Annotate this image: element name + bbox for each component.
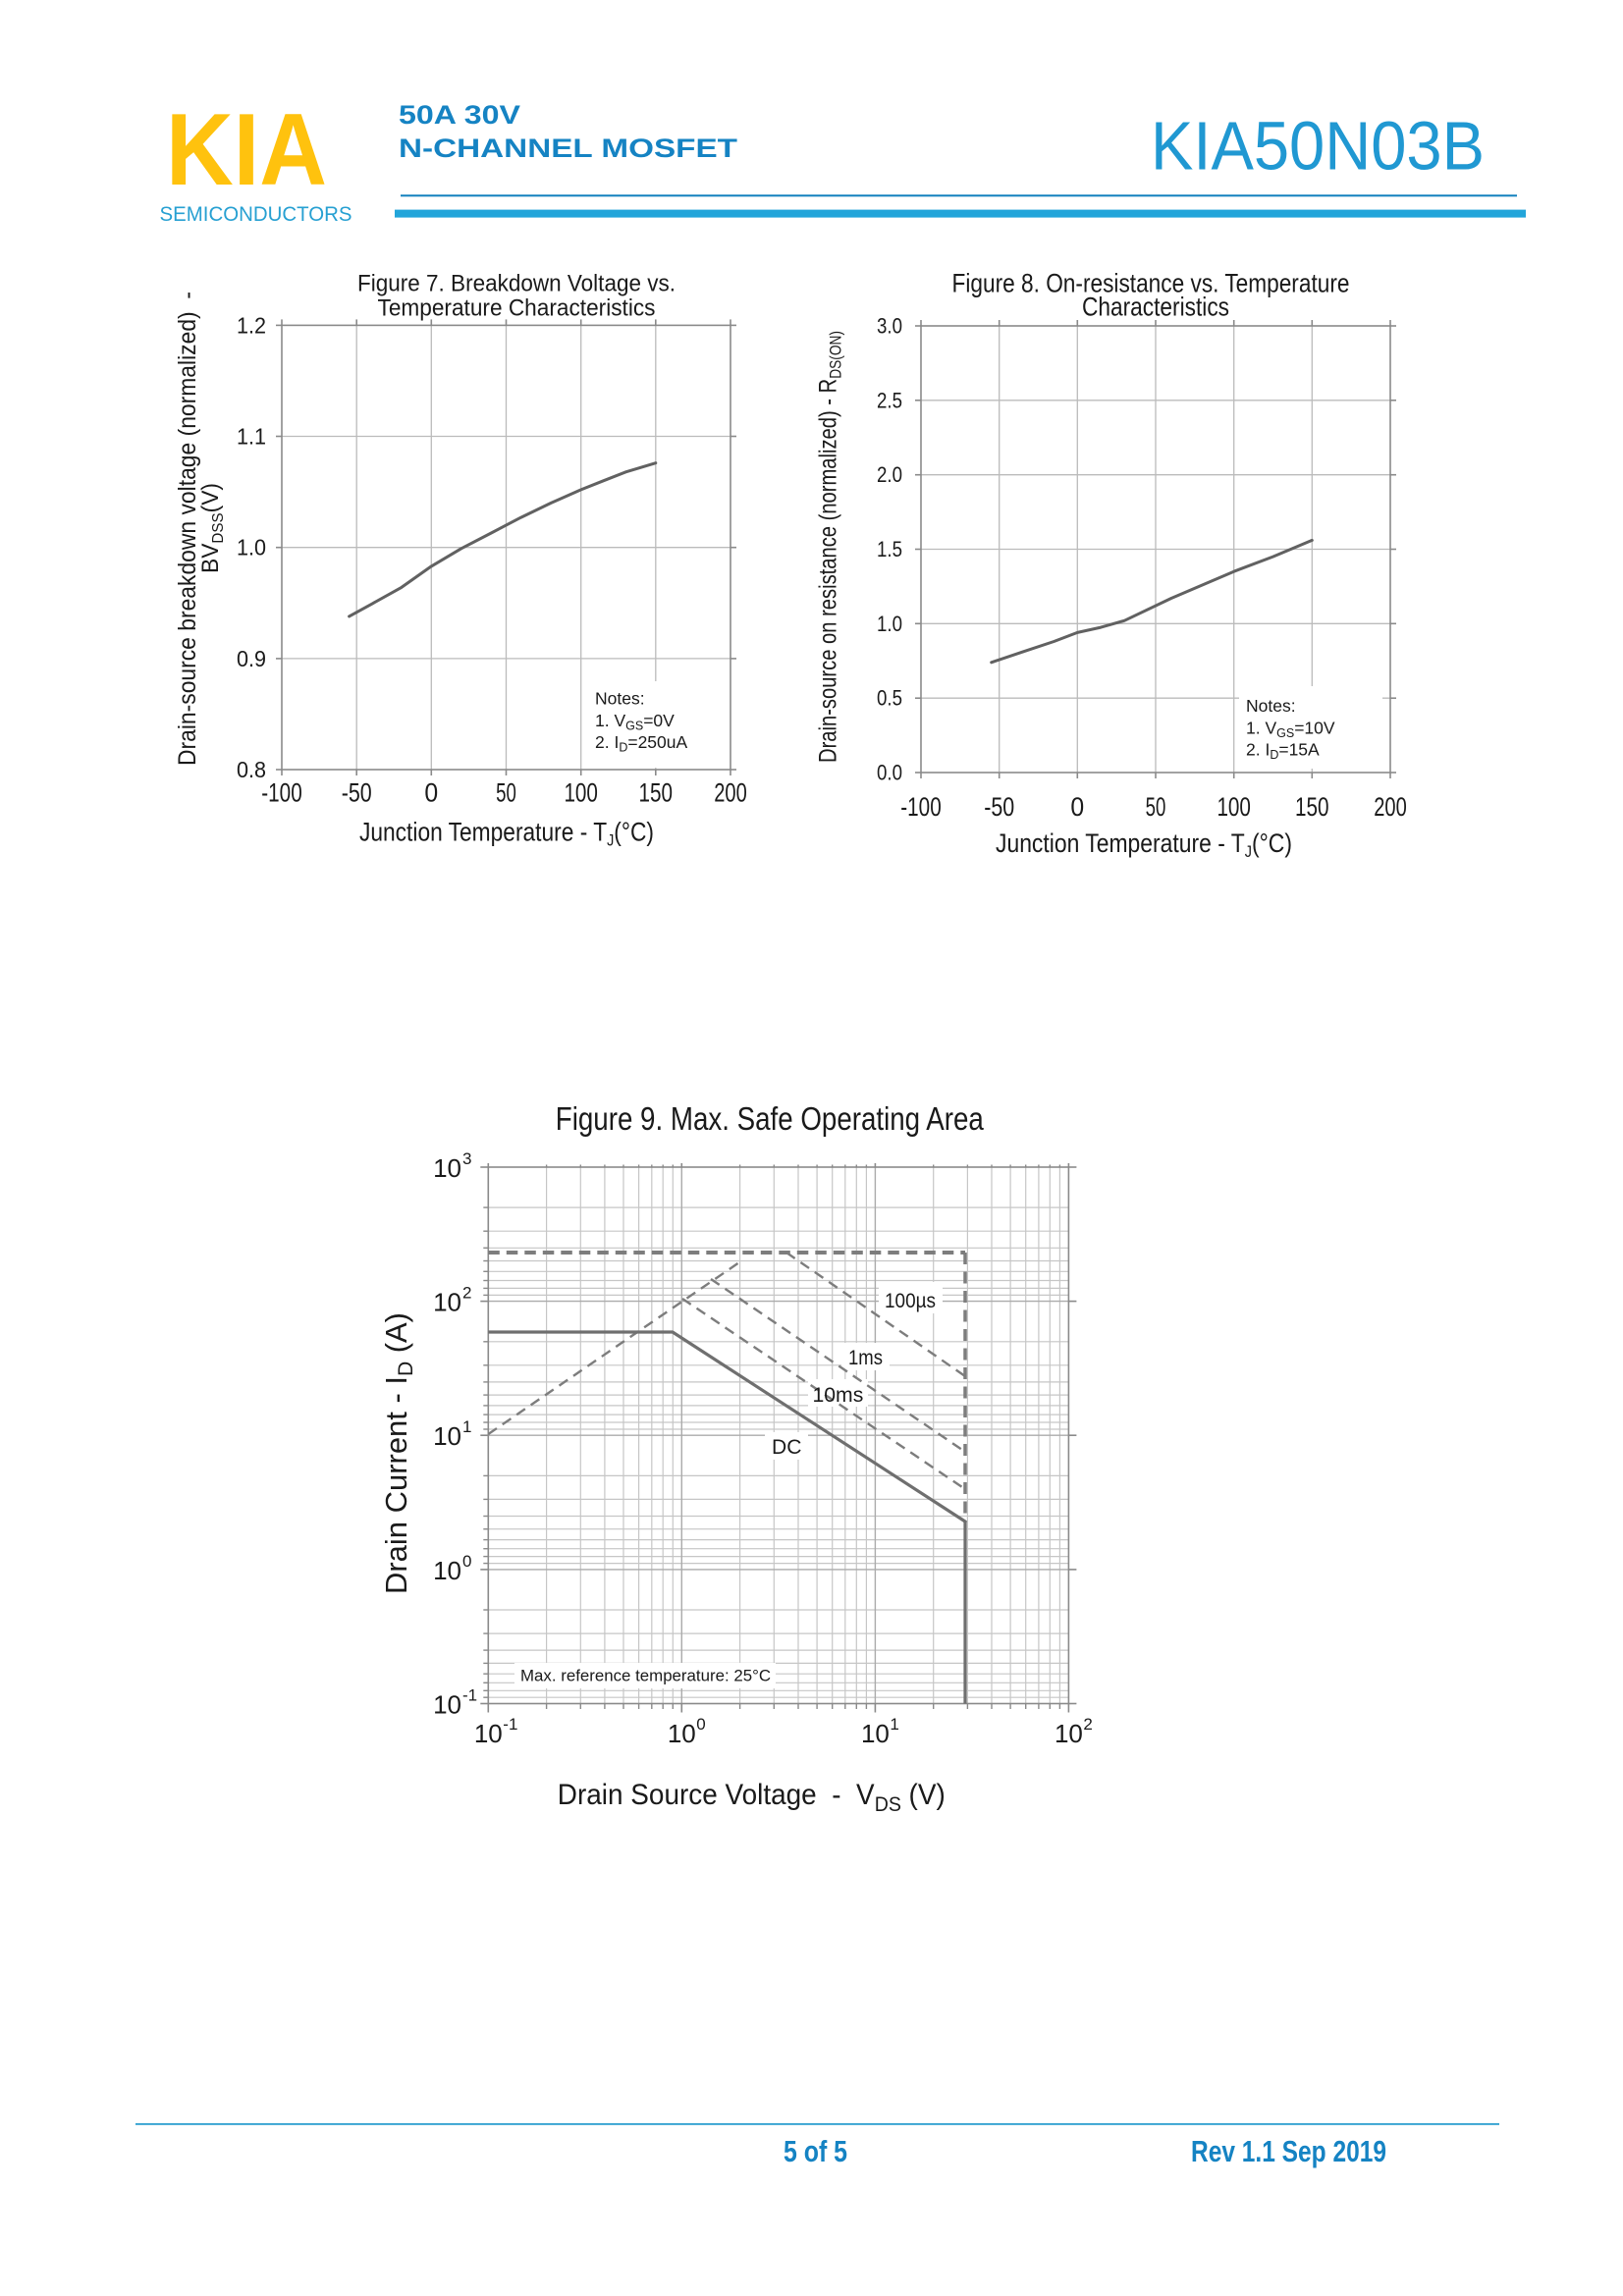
svg-text:2. ID=15A: 2. ID=15A	[1246, 740, 1320, 763]
svg-text:200: 200	[714, 778, 747, 808]
svg-text:3: 3	[462, 1149, 471, 1168]
svg-text:10: 10	[433, 1421, 461, 1451]
svg-text:1.5: 1.5	[877, 537, 902, 561]
svg-text:2: 2	[1083, 1715, 1092, 1734]
svg-text:100µs: 100µs	[885, 1290, 936, 1312]
svg-text:10: 10	[433, 1556, 461, 1585]
svg-text:1. VGS=10V: 1. VGS=10V	[1246, 719, 1335, 741]
svg-text:-50: -50	[984, 792, 1014, 822]
svg-text:(°C): (°C)	[614, 818, 654, 847]
svg-text:(V): (V)	[901, 1779, 946, 1811]
svg-text:50: 50	[496, 778, 516, 808]
svg-text:1: 1	[890, 1715, 898, 1734]
svg-text:DC: DC	[772, 1436, 801, 1459]
svg-text:10: 10	[474, 1719, 503, 1748]
svg-text:J: J	[607, 831, 614, 850]
svg-text:0: 0	[696, 1715, 705, 1734]
svg-text:DS(ON): DS(ON)	[827, 331, 845, 379]
svg-text:10: 10	[861, 1719, 890, 1748]
svg-text:SEMICONDUCTORS: SEMICONDUCTORS	[160, 203, 352, 226]
svg-text:Drain-source breakdown voltage: Drain-source breakdown voltage (normaliz…	[174, 292, 201, 766]
svg-text:10: 10	[433, 1690, 461, 1720]
svg-text:KIA: KIA	[166, 93, 327, 207]
svg-text:150: 150	[639, 778, 674, 808]
svg-text:Max. reference temperature: 25: Max. reference temperature: 25°C	[520, 1667, 771, 1685]
svg-text:(A): (A)	[379, 1312, 413, 1362]
svg-text:1.2: 1.2	[237, 312, 266, 338]
svg-text:10: 10	[668, 1719, 696, 1748]
svg-text:DS: DS	[875, 1793, 901, 1816]
svg-text:Junction Temperature - T: Junction Temperature - T	[359, 818, 607, 847]
svg-text:D: D	[395, 1362, 417, 1376]
svg-text:0.9: 0.9	[237, 646, 266, 671]
svg-text:Figure 7. Breakdown Voltage vs: Figure 7. Breakdown Voltage vs.	[357, 271, 676, 297]
svg-text:J: J	[1245, 842, 1252, 861]
svg-text:100: 100	[1217, 792, 1251, 822]
svg-text:Junction Temperature - T: Junction Temperature - T	[996, 828, 1245, 858]
svg-text:1. VGS=0V: 1. VGS=0V	[595, 711, 675, 733]
svg-text:-1: -1	[462, 1686, 477, 1705]
svg-text:100: 100	[564, 778, 598, 808]
svg-text:BV: BV	[197, 544, 224, 573]
svg-text:0: 0	[462, 1552, 471, 1571]
svg-text:Rev 1.1 Sep 2019: Rev 1.1 Sep 2019	[1191, 2134, 1386, 2168]
svg-text:0.8: 0.8	[237, 757, 266, 782]
svg-text:- V: - V	[817, 1779, 875, 1811]
svg-text:(V): (V)	[197, 483, 224, 512]
svg-text:1: 1	[462, 1417, 471, 1436]
svg-text:1.0: 1.0	[237, 535, 266, 561]
svg-text:2: 2	[462, 1284, 471, 1303]
svg-text:Figure 9. Max. Safe Operating: Figure 9. Max. Safe Operating Area	[556, 1100, 985, 1137]
svg-text:10: 10	[1055, 1719, 1083, 1748]
svg-text:2.0: 2.0	[877, 462, 902, 487]
svg-text:50A 30V: 50A 30V	[399, 100, 520, 130]
svg-text:3.0: 3.0	[877, 314, 902, 339]
svg-text:0: 0	[1070, 792, 1084, 822]
svg-text:0.5: 0.5	[877, 686, 902, 711]
svg-text:0: 0	[424, 778, 438, 808]
svg-text:10: 10	[433, 1153, 461, 1183]
svg-text:Drain-source on resistance (no: Drain-source on resistance (normalized) …	[815, 379, 842, 763]
svg-text:-50: -50	[342, 778, 372, 808]
svg-text:(°C): (°C)	[1252, 828, 1292, 858]
svg-text:10: 10	[433, 1288, 461, 1317]
svg-text:Notes:: Notes:	[595, 689, 645, 709]
svg-text:Characteristics: Characteristics	[1082, 293, 1229, 322]
svg-text:DSS: DSS	[210, 512, 227, 543]
svg-text:Notes:: Notes:	[1246, 696, 1296, 716]
svg-text:N-CHANNEL MOSFET: N-CHANNEL MOSFET	[399, 133, 738, 163]
svg-text:10ms: 10ms	[813, 1384, 864, 1407]
svg-text:Temperature Characteristics: Temperature Characteristics	[378, 295, 656, 322]
svg-text:5 of 5: 5 of 5	[784, 2134, 847, 2168]
svg-text:-1: -1	[503, 1715, 517, 1734]
svg-text:Drain Current - I: Drain Current - I	[379, 1376, 413, 1594]
svg-text:0.0: 0.0	[877, 761, 902, 785]
svg-text:1ms: 1ms	[848, 1347, 883, 1369]
svg-text:-100: -100	[900, 792, 941, 822]
svg-text:-100: -100	[261, 778, 301, 808]
svg-text:1.1: 1.1	[237, 424, 266, 450]
svg-text:200: 200	[1374, 792, 1407, 822]
svg-text:2. ID=250uA: 2. ID=250uA	[595, 732, 688, 755]
svg-text:KIA50N03B: KIA50N03B	[1151, 108, 1485, 185]
svg-text:Drain Source Voltage: Drain Source Voltage	[558, 1779, 817, 1811]
svg-text:Figure 8. On-resistance vs. Te: Figure 8. On-resistance vs. Temperature	[952, 268, 1350, 297]
svg-text:150: 150	[1295, 792, 1329, 822]
svg-text:1.0: 1.0	[877, 612, 902, 636]
svg-text:2.5: 2.5	[877, 388, 902, 412]
svg-text:50: 50	[1146, 792, 1166, 822]
